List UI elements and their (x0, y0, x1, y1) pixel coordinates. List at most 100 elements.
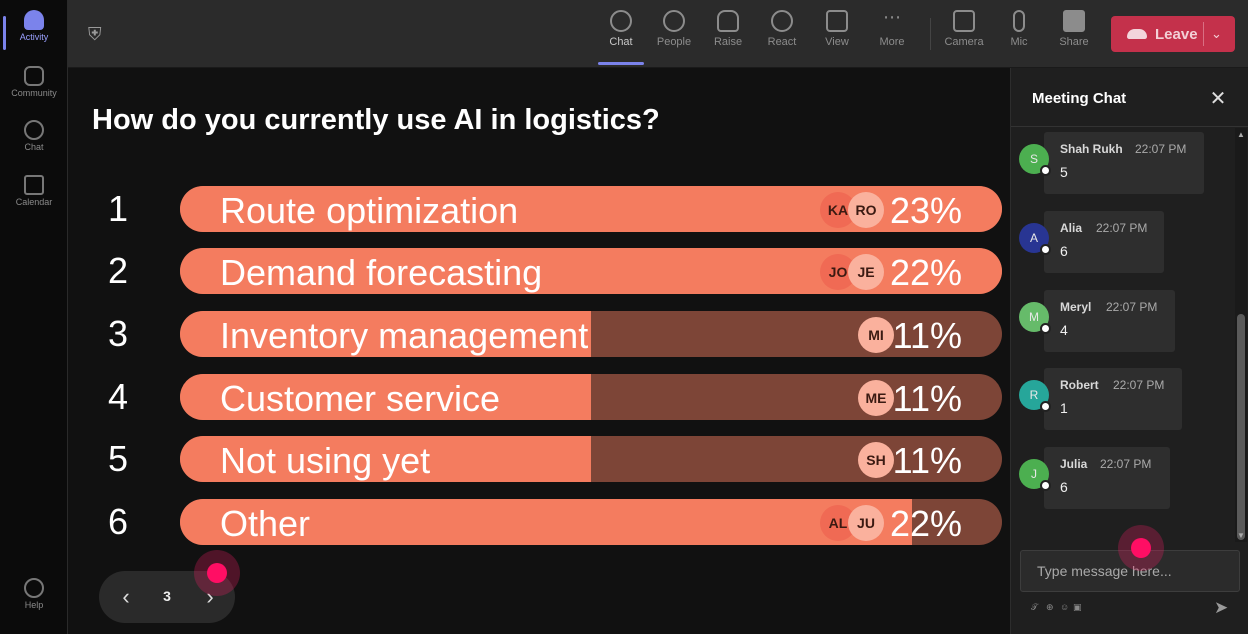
tool-label: People (656, 36, 692, 48)
option-label: Not using yet (220, 440, 431, 481)
tool-label: React (767, 36, 797, 48)
more-button[interactable]: ⋯ More (865, 8, 919, 48)
poll-option: 2 Demand forecasting 22% JO JE (68, 248, 1010, 296)
message-time: 22:07 PM (1135, 142, 1187, 156)
share-button[interactable]: Share (1047, 10, 1101, 48)
option-percent: 22% (889, 503, 962, 544)
people-button[interactable]: People (647, 10, 701, 48)
pointer-indicator (194, 550, 240, 596)
page-number: 3 (163, 588, 171, 604)
option-bar-fill (180, 311, 591, 357)
tool-label: More (879, 36, 905, 48)
mic-button[interactable]: Mic (992, 10, 1046, 48)
grid-icon (826, 10, 848, 32)
sender-name: Robert (1060, 378, 1099, 392)
raise-hand-button[interactable]: Raise (701, 10, 755, 48)
scroll-thumb[interactable] (1237, 314, 1245, 540)
camera-button[interactable]: Camera (937, 10, 991, 48)
message-text: 4 (1060, 322, 1068, 338)
tool-label: Mic (1010, 36, 1028, 48)
tool-label: Camera (944, 36, 984, 48)
message-text: 1 (1060, 400, 1068, 416)
message-time: 22:07 PM (1096, 221, 1148, 235)
message-time: 22:07 PM (1113, 378, 1165, 392)
message-bubble: Meryl 22:07 PM 4 (1044, 290, 1175, 352)
option-percent: 11% (892, 440, 962, 481)
chat-scrollbar[interactable]: ▲ ▼ (1235, 128, 1247, 542)
poll-option: 6 Other 22% AL JU (68, 499, 1010, 547)
attach-icon[interactable]: ⊕ (1046, 602, 1054, 612)
send-icon[interactable]: ➤ (1214, 598, 1229, 617)
poll-option: 1 Route optimization 23% KA RO (68, 186, 1010, 234)
option-number: 5 (108, 438, 129, 479)
option-bar: Customer service 11% ME (180, 374, 1002, 420)
message-time: 22:07 PM (1106, 300, 1158, 314)
chevron-right-icon[interactable]: › (206, 584, 214, 609)
sender-name: Shah Rukh (1060, 142, 1123, 156)
toolbar-divider (930, 18, 931, 50)
voter-avatar: JE (848, 254, 884, 290)
presence-status (1040, 480, 1051, 491)
pointer-indicator (1118, 525, 1164, 571)
message-bubble: Shah Rukh 22:07 PM 5 (1044, 132, 1204, 194)
close-icon[interactable]: ✕ (1209, 88, 1227, 110)
option-number: 1 (108, 188, 129, 229)
option-label: Other (220, 503, 311, 544)
share-icon (1063, 10, 1085, 32)
leave-label: Leave (1155, 25, 1198, 43)
option-bar-fill (180, 436, 591, 482)
chevron-down-icon[interactable]: ⌄ (1211, 26, 1222, 41)
emoji-icon[interactable]: ☺ (1060, 602, 1070, 612)
option-bar-fill (180, 499, 912, 545)
message-input-box[interactable] (1020, 550, 1240, 592)
chat-icon (610, 10, 632, 32)
option-label: Route optimization (220, 190, 519, 231)
option-number: 2 (108, 250, 129, 291)
people-icon (663, 10, 685, 32)
scroll-down-icon[interactable]: ▼ (1237, 531, 1245, 540)
tool-label: View (825, 36, 849, 48)
option-percent: 22% (889, 252, 962, 293)
format-icon[interactable]: 𝒯 (1031, 602, 1038, 612)
view-button[interactable]: View (810, 10, 864, 48)
mic-icon (1013, 10, 1025, 32)
option-percent: 23% (889, 190, 962, 231)
presence-status (1040, 244, 1051, 255)
meeting-toolbar: ⛨ Chat People Raise React View ⋯ More Ca… (68, 0, 1248, 68)
meeting-chat-panel: Meeting Chat ✕ Shah Rukh 22:07 PM 5 S Alia 22… (1010, 68, 1248, 634)
gif-icon[interactable]: ▣ (1073, 602, 1082, 612)
rail-item-activity[interactable]: Activity (0, 10, 68, 50)
app-rail: Activity Community Chat Calendar Help (0, 0, 68, 634)
option-bar-fill (180, 374, 591, 420)
rail-item-chat[interactable]: Chat (0, 120, 68, 152)
poll-question: How do you currently use AI in logistics… (92, 104, 660, 136)
rail-item-calendar[interactable]: Calendar (0, 175, 68, 207)
chevron-left-icon[interactable]: ‹ (122, 584, 130, 609)
poll-option: 3 Inventory management 11% MI (68, 311, 1010, 359)
option-bar: Other 22% AL JU (180, 499, 1002, 545)
tool-label: Raise (713, 36, 743, 48)
shield-icon[interactable]: ⛨ (88, 24, 102, 44)
react-button[interactable]: React (755, 10, 809, 48)
presence-status (1040, 165, 1051, 176)
phone-icon (1127, 29, 1147, 39)
message-time: 22:07 PM (1100, 457, 1152, 471)
tool-label: Share (1059, 36, 1089, 48)
voter-avatar: SH (858, 442, 894, 478)
option-number: 6 (108, 501, 129, 542)
chat-button[interactable]: Chat (594, 10, 648, 65)
message-input[interactable] (1021, 551, 1239, 591)
option-label: Inventory management (220, 315, 589, 356)
leave-divider (1203, 22, 1204, 46)
option-bar: Route optimization 23% KA RO (180, 186, 1002, 232)
rail-item-help[interactable]: Help (0, 578, 68, 610)
message-bubble: Alia 22:07 PM 6 (1044, 211, 1164, 273)
community-icon (24, 66, 44, 86)
scroll-up-icon[interactable]: ▲ (1237, 130, 1245, 139)
message-text: 6 (1060, 243, 1068, 259)
bell-icon (24, 10, 44, 30)
leave-button[interactable]: Leave ⌄ (1111, 16, 1235, 52)
tool-label: Chat (609, 36, 633, 48)
chat-icon (24, 120, 44, 140)
rail-item-community[interactable]: Community (0, 66, 68, 98)
